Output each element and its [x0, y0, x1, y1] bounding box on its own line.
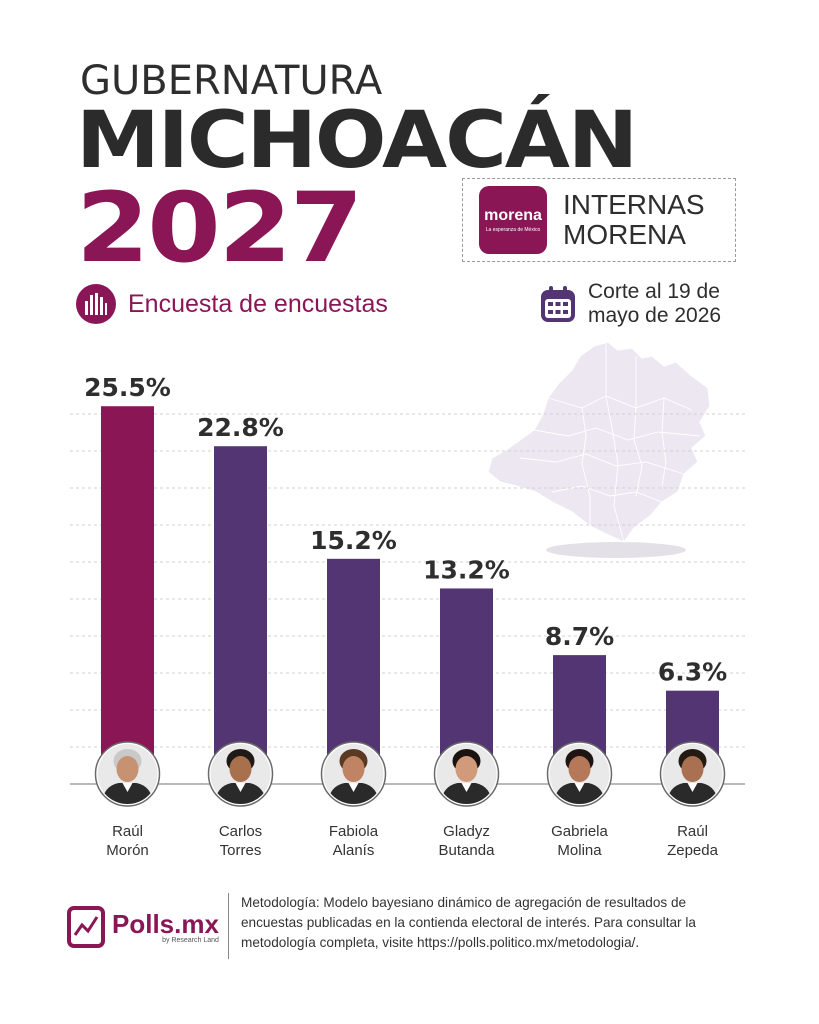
- methodology-text: Metodología: Modelo bayesiano dinámico d…: [241, 895, 696, 950]
- candidate-photo: [210, 744, 271, 804]
- category-label: Gladyz: [443, 823, 490, 840]
- morena-logo: morena La esperanza de México: [479, 186, 547, 254]
- category-label: Fabiola: [329, 823, 379, 840]
- cut-date: Corte al 19 de mayo de 2026: [540, 280, 721, 328]
- cut-date-text: Corte al 19 de mayo de 2026: [588, 280, 722, 327]
- footer: Polls.mx by Research Land Metodología: M…: [66, 893, 756, 963]
- avatars: [94, 741, 726, 807]
- title-top: GUBERNATURA: [80, 58, 383, 104]
- subtitle-text: Encuesta de encuestas: [128, 289, 388, 318]
- polls-logo-icon: [67, 906, 105, 948]
- candidate-photo: [662, 744, 723, 804]
- title-year: 2027: [76, 172, 363, 284]
- candidate-photo: [323, 744, 384, 804]
- morena-logo-tagline: La esperanza de México: [485, 227, 541, 233]
- category-label: Molina: [557, 842, 602, 859]
- value-labels: 25.5% 22.8% 15.2% 13.2% 8.7% 6.3%: [84, 373, 727, 686]
- polls-logo: Polls.mx by Research Land: [66, 905, 226, 949]
- party-box: morena La esperanza de México INTERNAS M…: [462, 178, 736, 262]
- candidate-photo: [97, 744, 158, 804]
- category-label: Raúl: [677, 823, 708, 840]
- candidate-photo: [436, 744, 497, 804]
- bar-value-label: 25.5%: [84, 373, 171, 402]
- candidate-photo: [549, 744, 610, 804]
- title-main: MICHOACÁN: [76, 96, 638, 186]
- category-label: Morón: [106, 842, 149, 859]
- bars-icon: [76, 284, 116, 324]
- bars: [101, 406, 719, 784]
- category-label: Raúl: [112, 823, 143, 840]
- gridlines: [70, 413, 745, 785]
- footer-divider: [228, 893, 229, 959]
- category-label: Zepeda: [667, 842, 719, 859]
- subtitle: Encuesta de encuestas: [76, 283, 388, 325]
- category-label: Carlos: [219, 823, 262, 840]
- category-label: Butanda: [439, 842, 496, 859]
- bar-value-label: 8.7%: [545, 622, 614, 651]
- party-label: INTERNAS MORENA: [563, 189, 705, 250]
- bar-value-label: 13.2%: [423, 555, 510, 584]
- polls-brand: Polls.mx: [112, 908, 219, 939]
- polls-brand-sub: by Research Land: [162, 936, 219, 944]
- bar-value-label: 15.2%: [310, 526, 397, 555]
- morena-logo-text: morena: [484, 207, 542, 224]
- bar-value-label: 22.8%: [197, 413, 284, 442]
- category-label: Alanís: [333, 842, 375, 859]
- category-labels: Raúl Morón Carlos Torres Fabiola Alanís Gladyz…: [106, 823, 718, 859]
- bar: [214, 446, 267, 784]
- bar: [101, 406, 154, 784]
- bar-value-label: 6.3%: [658, 658, 727, 687]
- category-label: Torres: [220, 842, 262, 859]
- state-map: [487, 341, 711, 558]
- bar-chart: 25.5% 22.8% 15.2% 13.2% 8.7% 6.3% Raúl Morón Ca…: [70, 373, 745, 859]
- calendar-icon: [541, 286, 575, 322]
- category-label: Gabriela: [551, 823, 608, 840]
